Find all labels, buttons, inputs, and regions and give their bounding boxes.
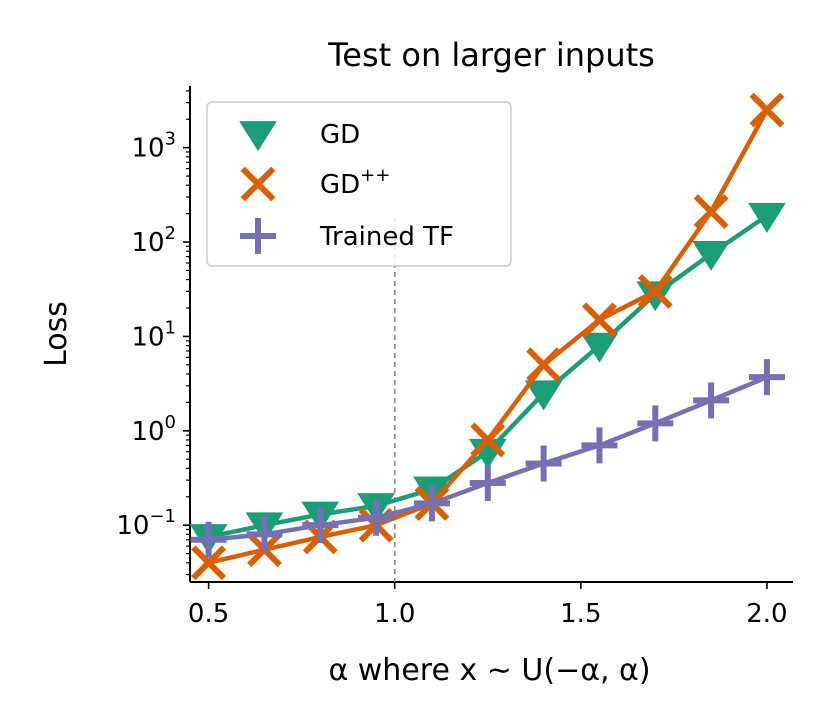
x-tick-label: 1.5: [560, 599, 601, 629]
marker-triangle: [524, 380, 563, 411]
data-point: [525, 445, 562, 482]
legend-label-base: GD: [320, 120, 360, 150]
data-point: [637, 273, 673, 309]
marker-triangle: [239, 121, 277, 152]
chart-title: Test on larger inputs: [327, 36, 655, 74]
y-tick-label: 103: [131, 129, 176, 164]
legend-box: [206, 101, 512, 267]
marker-x: [693, 194, 729, 230]
data-point: [748, 202, 786, 233]
y-tick-exponent: 0: [165, 412, 176, 433]
y-tick-exponent: 3: [165, 129, 176, 150]
legend-label-base: GD: [320, 170, 360, 200]
marker-x: [191, 545, 227, 581]
marker-triangle: [636, 281, 675, 312]
legend-label-superscript: ++: [360, 165, 390, 186]
y-tick-exponent: 2: [165, 223, 176, 244]
y-tick-exponent: −1: [149, 506, 176, 527]
data-point: [191, 545, 227, 581]
series-layer: [189, 92, 786, 581]
marker-x: [582, 302, 617, 338]
legend-label: Trained TF: [319, 222, 454, 252]
data-point: [749, 92, 785, 128]
y-tick-label: 100: [131, 412, 176, 447]
marker-x: [526, 347, 562, 383]
y-tick-label: 101: [131, 317, 176, 352]
data-point: [469, 464, 506, 501]
y-tick-base: 10: [116, 511, 149, 541]
marker-triangle: [692, 240, 731, 271]
y-tick-base: 10: [131, 228, 164, 258]
marker-triangle: [580, 332, 619, 363]
data-point: [637, 405, 674, 442]
y-tick-label: 102: [131, 223, 176, 258]
marker-triangle: [748, 202, 786, 233]
y-tick-base: 10: [131, 417, 164, 447]
data-point: [636, 281, 675, 312]
data-point: [748, 359, 785, 396]
marker-x: [637, 273, 673, 309]
data-point: [582, 302, 617, 338]
data-point: [693, 382, 730, 419]
marker-x: [470, 422, 506, 458]
x-axis-label: α where x ∼ U(−α, α): [328, 653, 650, 688]
y-tick-exponent: 1: [165, 317, 176, 338]
data-point: [190, 521, 227, 558]
legend-label: GD: [320, 120, 360, 150]
y-tick-label: 10−1: [116, 506, 176, 541]
legend-label-base: Trained TF: [319, 222, 454, 252]
data-point: [692, 240, 731, 271]
data-point: [580, 332, 619, 363]
y-tick-base: 10: [131, 322, 164, 352]
data-point: [526, 347, 562, 383]
data-point: [470, 422, 506, 458]
x-tick-label: 0.5: [188, 599, 229, 629]
data-point: [246, 516, 283, 553]
series-trained-tf: [190, 359, 785, 558]
marker-x: [749, 92, 785, 128]
data-point: [581, 427, 618, 464]
data-point: [302, 507, 339, 544]
x-tick-label: 1.0: [374, 599, 415, 629]
data-point: [524, 380, 563, 411]
marker-x: [240, 166, 276, 202]
y-tick-base: 10: [131, 134, 164, 164]
data-point: [358, 499, 395, 536]
x-tick-label: 2.0: [746, 599, 787, 629]
data-point: [413, 485, 450, 522]
legend-label: GD++: [320, 165, 390, 200]
data-point: [693, 194, 729, 230]
y-axis-label: Loss: [39, 301, 74, 367]
